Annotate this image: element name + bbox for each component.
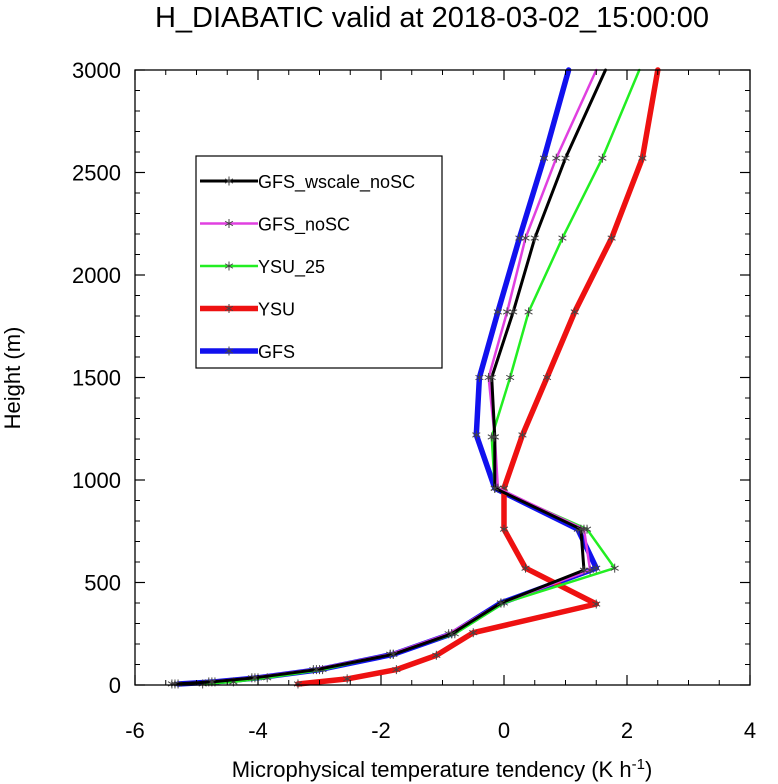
legend-marker <box>224 261 234 271</box>
x-tick-label: 0 <box>498 718 510 743</box>
legend-label: GFS_wscale_noSC <box>258 172 415 193</box>
y-tick-label: 1500 <box>72 366 121 391</box>
data-point <box>576 524 586 534</box>
legend-label: GFS <box>258 342 295 362</box>
data-point <box>506 373 515 382</box>
legend-entry-gfs-wscale-nosc: GFS_wscale_noSC <box>200 172 415 193</box>
legend-box <box>195 155 443 369</box>
data-point <box>493 307 502 317</box>
data-point <box>592 599 601 609</box>
data-point <box>475 373 484 382</box>
legend-entry-gfs-nosc: GFS_noSC <box>200 215 350 236</box>
data-point <box>447 629 456 639</box>
data-point <box>570 307 579 317</box>
y-tick-label: 0 <box>109 673 121 698</box>
data-point <box>490 483 499 493</box>
legend: GFS_wscale_noSC GFS_noSC YSU_25 YSU GFS <box>195 155 443 369</box>
legend-label: GFS_noSC <box>258 215 350 236</box>
data-point <box>521 233 530 243</box>
legend-marker <box>224 346 234 356</box>
data-point <box>490 432 499 442</box>
data-point <box>607 233 616 243</box>
y-tick-label: 2500 <box>72 161 121 186</box>
data-point <box>389 649 398 659</box>
data-point <box>472 430 481 440</box>
data-point <box>610 563 619 573</box>
x-axis-label: Microphysical temperature tendency (K h-… <box>232 756 653 782</box>
legend-entry-gfs: GFS <box>200 342 295 362</box>
data-point <box>558 233 567 243</box>
x-tick-label: 2 <box>621 718 633 743</box>
data-point <box>542 373 552 382</box>
ticks-layer: -6 -4 -2 0 2 4 0 500 1000 1500 2000 2500 3000 <box>72 58 756 743</box>
y-tick-label: 1000 <box>72 468 121 493</box>
x-tick-label: -6 <box>125 718 145 743</box>
data-point <box>530 233 539 243</box>
y-tick-label: 500 <box>84 571 121 596</box>
data-point <box>638 153 647 163</box>
data-point <box>592 563 601 573</box>
data-point <box>469 628 478 638</box>
series-line-gfs-wscale-nosc <box>173 68 607 686</box>
legend-marker <box>224 219 234 228</box>
legend-label: YSU <box>258 300 295 320</box>
series-gfs-wscale-nosc <box>170 68 607 689</box>
data-point <box>561 153 570 163</box>
data-point <box>518 430 527 440</box>
data-point <box>392 665 401 675</box>
legend-entry-ysu: YSU <box>200 300 295 320</box>
data-point <box>432 650 441 660</box>
x-tick-label: -2 <box>371 718 391 743</box>
data-point <box>579 565 589 575</box>
data-point <box>552 153 561 163</box>
data-point <box>496 598 506 608</box>
legend-marker <box>224 176 234 186</box>
chart-title: H_DIABATIC valid at 2018-03-02_15:00:00 <box>155 2 709 34</box>
data-point <box>521 563 530 573</box>
x-tick-label: 4 <box>744 718 756 743</box>
data-point <box>312 665 321 675</box>
data-point <box>509 307 518 317</box>
data-point <box>598 153 607 163</box>
y-axis-label: Height (m) <box>0 327 25 430</box>
legend-label: YSU_25 <box>258 257 325 278</box>
legend-marker <box>224 304 234 313</box>
data-point <box>524 307 533 317</box>
data-point <box>539 153 549 163</box>
data-point <box>502 307 512 317</box>
x-tick-label: -4 <box>248 718 268 743</box>
y-tick-label: 3000 <box>72 58 121 83</box>
y-tick-label: 2000 <box>72 263 121 288</box>
data-point <box>499 524 509 534</box>
series-ysu <box>293 67 661 689</box>
legend-entry-ysu-25: YSU_25 <box>200 257 325 278</box>
data-point <box>487 373 496 382</box>
